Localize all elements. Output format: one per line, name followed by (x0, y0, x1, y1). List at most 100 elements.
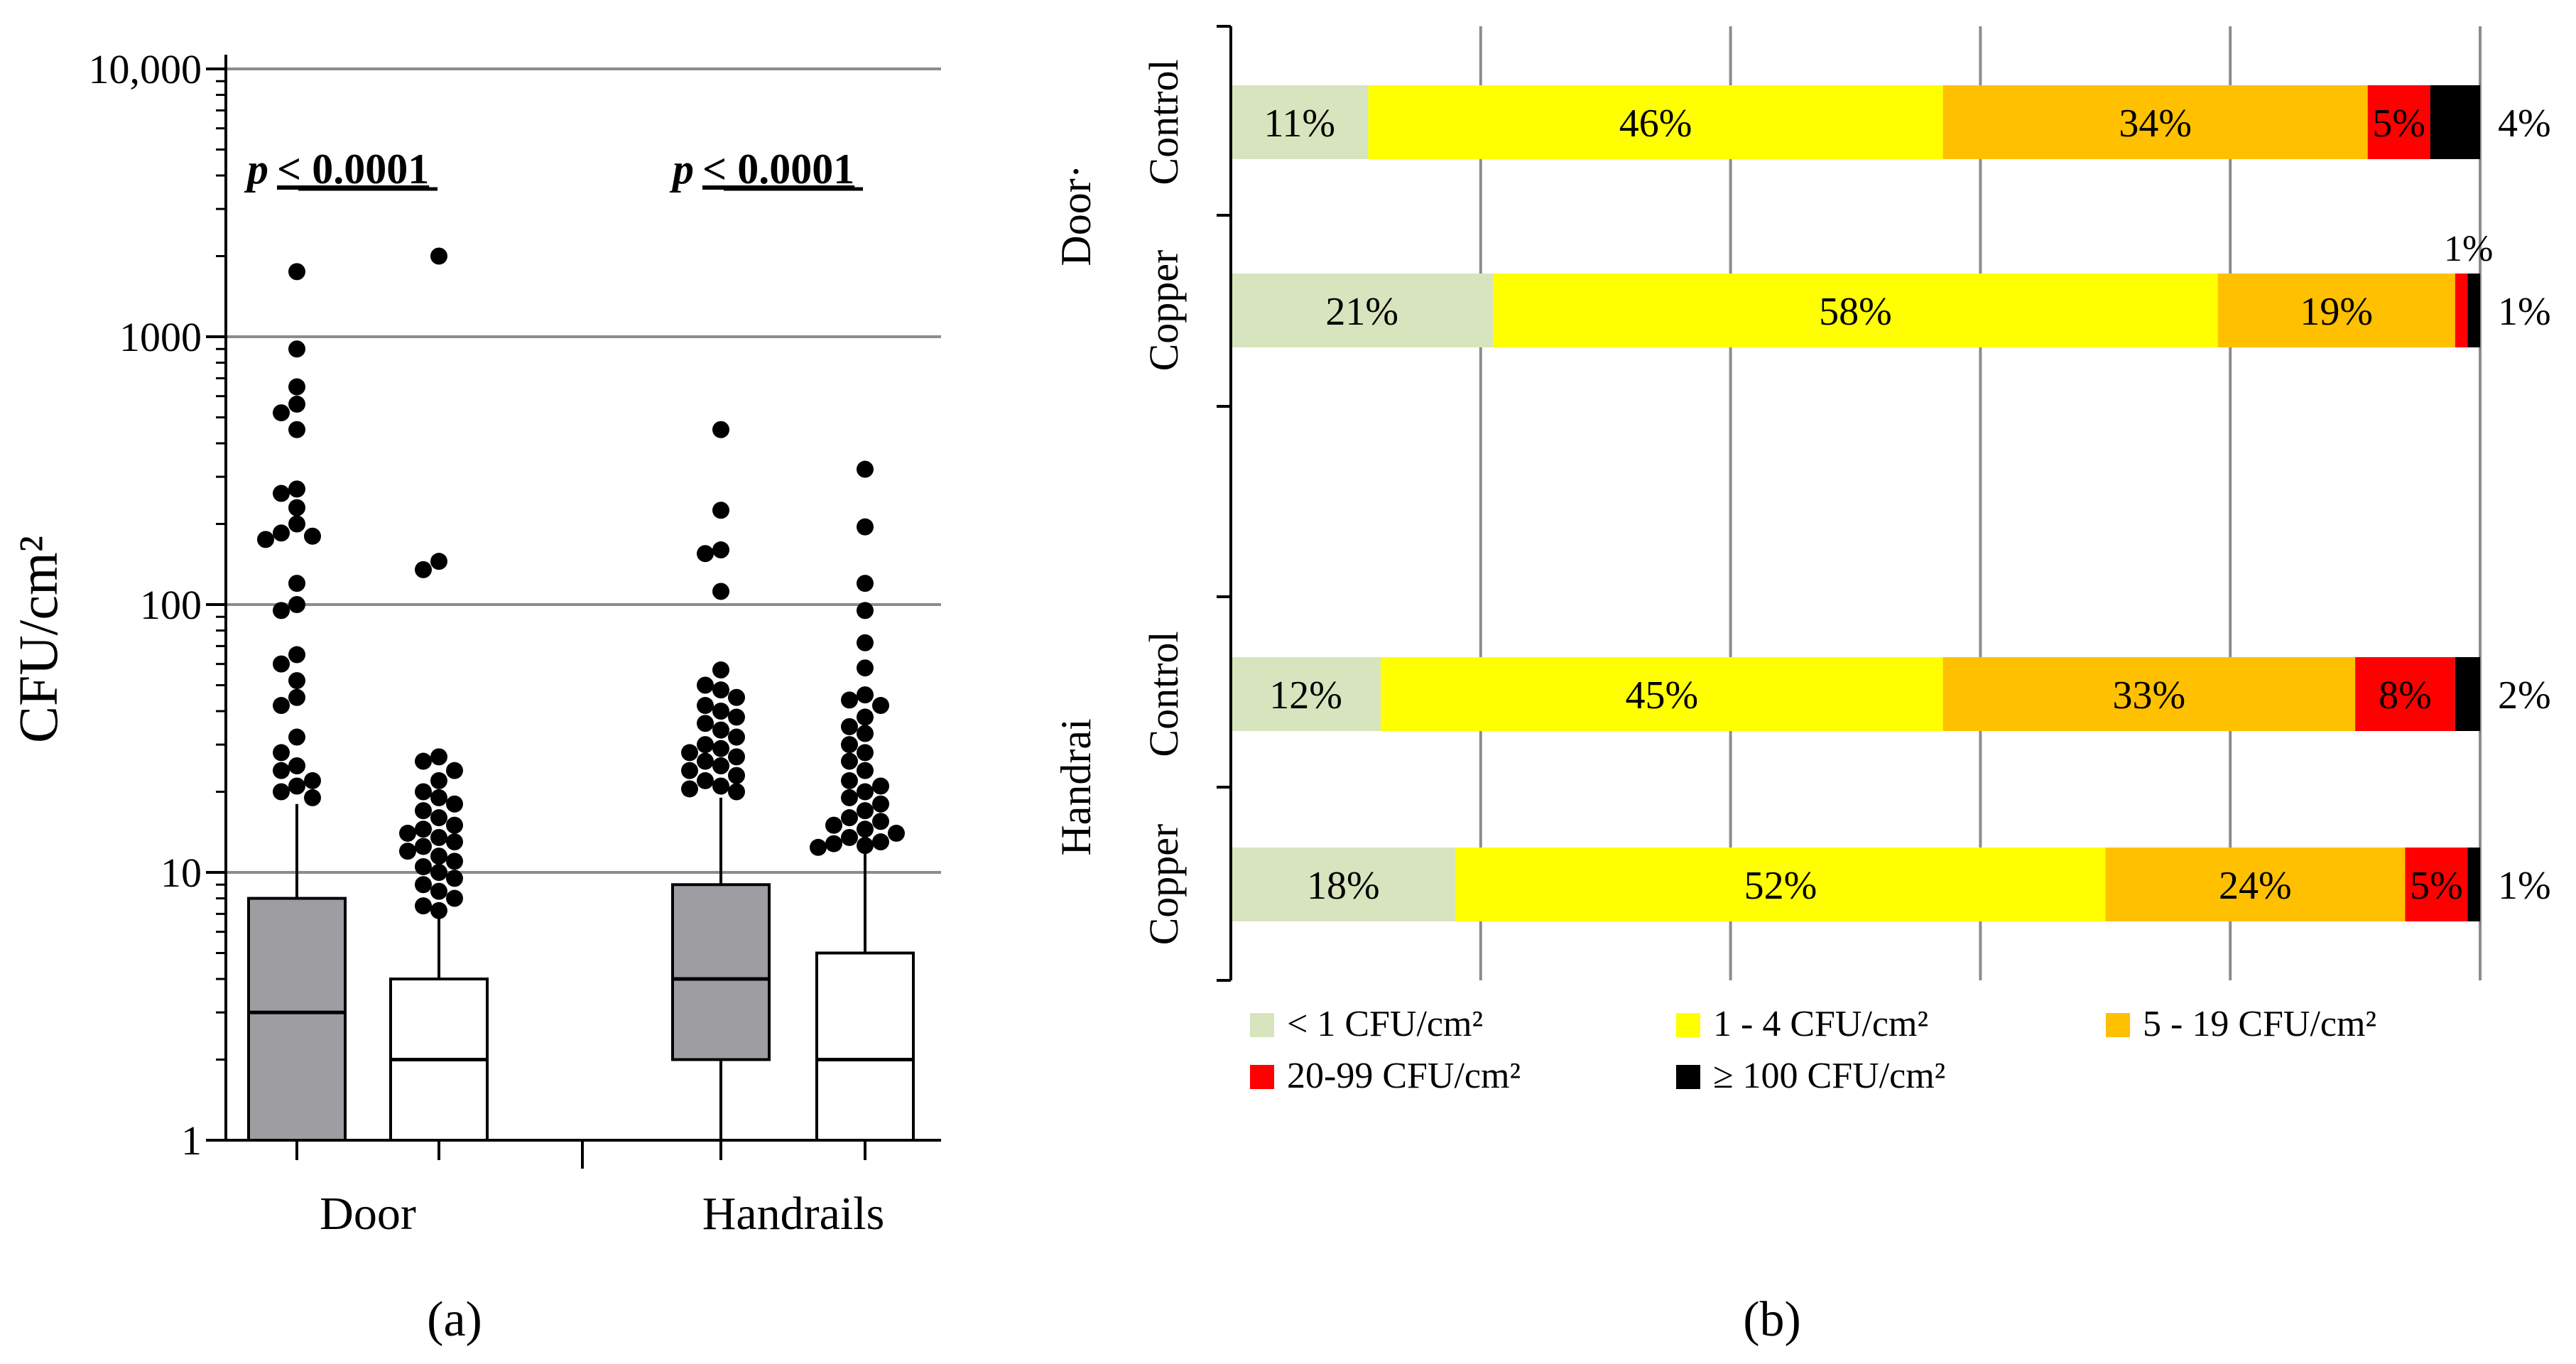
outlier-point (857, 837, 874, 855)
outlier-point (697, 676, 714, 694)
outlier-point (399, 843, 416, 860)
data-label: 2% (2498, 673, 2551, 718)
legend-swatch (1250, 1013, 1274, 1037)
outlier-point (288, 596, 305, 613)
outlier-point (446, 816, 463, 834)
a-boxes (247, 797, 915, 1142)
outlier-point (872, 833, 889, 851)
outlier-point (857, 460, 874, 478)
outlier-point (872, 777, 889, 795)
outlier-point (288, 646, 305, 664)
data-label: 11% (1263, 102, 1335, 146)
outlier-point (273, 485, 290, 502)
p-value-door: p < 0.0001 (244, 146, 429, 193)
box-iqr (815, 951, 915, 1142)
outlier-point (712, 583, 729, 600)
outlier-point (810, 838, 827, 856)
outlier-point (841, 691, 858, 709)
outlier-point (288, 757, 305, 774)
p-symbol: p (669, 146, 694, 193)
bar-handrai-control: 12% 45% 33% 8% 2% (1231, 657, 2551, 731)
outlier-point (841, 718, 858, 735)
data-label: 1% (2444, 229, 2493, 269)
outlier-point (415, 802, 432, 820)
outlier-point (430, 789, 447, 806)
outlier-point (728, 748, 745, 766)
legend-item: ≥ 100 CFU/cm² (1676, 1056, 1945, 1096)
outlier-point (872, 697, 889, 715)
outlier-point (872, 813, 889, 830)
outlier-point (825, 835, 842, 852)
y-axis-label: CFU/cm² (7, 536, 69, 743)
outlier-point (857, 783, 874, 801)
outlier-point (712, 721, 729, 739)
data-label: 1% (2498, 290, 2551, 334)
data-label: 21% (1325, 290, 1398, 334)
p-value-text: < 0.0001 (702, 146, 854, 193)
outlier-point (825, 816, 842, 834)
outlier-point (288, 421, 305, 438)
bar-segment (2467, 848, 2480, 921)
legend-label: ≥ 100 CFU/cm² (1713, 1056, 1945, 1096)
outlier-point (728, 708, 745, 726)
bar-segment (2217, 274, 2455, 347)
legend-label: 5 - 19 CFU/cm² (2143, 1004, 2376, 1044)
x-group-label: Door (320, 1188, 416, 1240)
outlier-point (288, 688, 305, 706)
outlier-point (712, 740, 729, 757)
outlier-point (728, 767, 745, 784)
outlier-point (841, 789, 858, 806)
outlier-point (415, 821, 432, 838)
outlier-point (273, 783, 290, 801)
panel-a-label: (a) (427, 1292, 482, 1347)
category-label: Copper (1141, 824, 1187, 946)
outlier-point (446, 833, 463, 851)
legend-item: 20-99 CFU/cm² (1250, 1056, 1521, 1096)
bar-segment (1455, 848, 2106, 921)
data-label: 8% (2379, 673, 2432, 718)
outlier-point (728, 688, 745, 706)
outlier-point (857, 821, 874, 838)
bar-segment (1231, 85, 1369, 159)
outlier-point (288, 499, 305, 516)
panel-b-label: (b) (1743, 1292, 1801, 1347)
outlier-point (288, 515, 305, 533)
bar-segment (1231, 274, 1494, 347)
outlier-point (697, 715, 714, 732)
outlier-point (712, 661, 729, 679)
outlier-point (430, 848, 447, 865)
bar-segment (2105, 848, 2406, 921)
outlier-point (288, 777, 305, 795)
data-label: 5% (2410, 864, 2463, 908)
p-values: p < 0.0001 p < 0.0001 (244, 146, 863, 193)
outlier-point (257, 531, 274, 548)
outlier-point (273, 762, 290, 779)
box-handrails-copper (815, 851, 915, 1142)
data-label: 4% (2498, 102, 2551, 146)
category-label: Control (1141, 631, 1187, 757)
legend-swatch (2106, 1013, 2130, 1037)
category-label: Copper (1141, 250, 1187, 372)
outlier-point (712, 541, 729, 559)
outlier-point (273, 744, 290, 762)
outlier-point (430, 828, 447, 846)
y-tick-label: 10 (161, 850, 202, 896)
outlier-point (857, 725, 874, 742)
data-label: 34% (2119, 102, 2192, 146)
box-iqr (671, 883, 771, 1061)
panel-b-stacked-bars: 11% 46% 34% 5% 4%21% 58% 19%1%1%12% 45% 33% 8% 2%1… (1053, 25, 2551, 1347)
data-label: 18% (1307, 864, 1380, 908)
outlier-point (712, 757, 729, 774)
outlier-point (288, 395, 305, 413)
y-tick-label: 1000 (119, 314, 202, 360)
data-label: 5% (2372, 102, 2425, 146)
outlier-point (857, 744, 874, 762)
bar-segment (2367, 85, 2430, 159)
bar-segment (1942, 85, 2368, 159)
b-bars: 11% 46% 34% 5% 4%21% 58% 19%1%1%12% 45% 33% 8% 2%1… (1231, 85, 2551, 921)
data-label: 33% (2113, 673, 2186, 718)
p-value-handrails: p < 0.0001 (669, 146, 854, 193)
outlier-point (304, 527, 321, 545)
outlier-point (681, 780, 698, 798)
